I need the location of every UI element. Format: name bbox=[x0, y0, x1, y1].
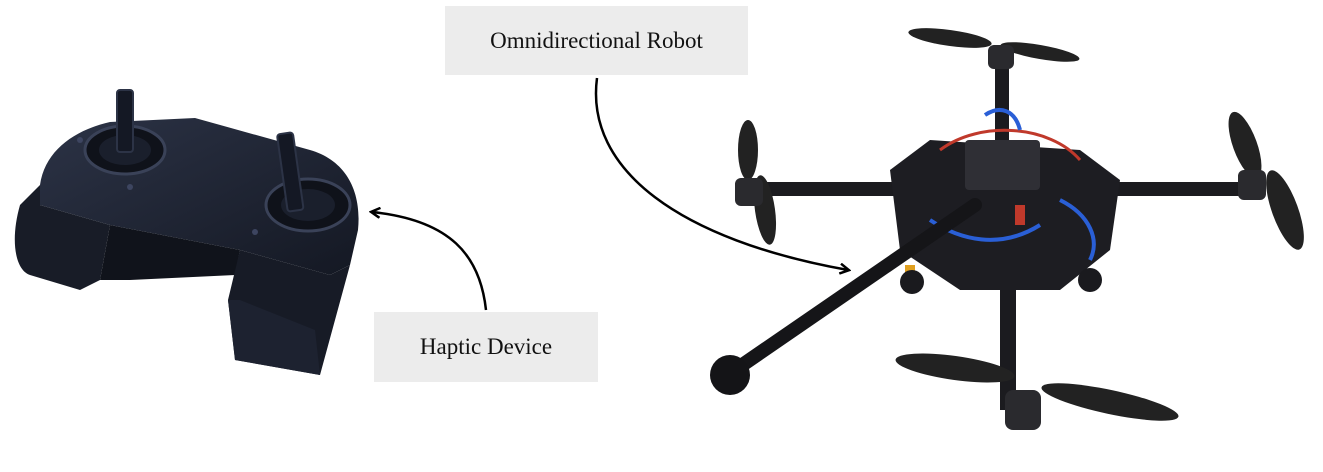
haptic-arrow bbox=[372, 212, 488, 311]
haptic-device-label: Haptic Device bbox=[374, 312, 598, 382]
haptic-device-image bbox=[14, 89, 359, 375]
robot-arrow bbox=[594, 77, 848, 270]
omnidirectional-robot-image bbox=[710, 28, 1304, 430]
omnidirectional-robot-label: Omnidirectional Robot bbox=[445, 6, 748, 75]
